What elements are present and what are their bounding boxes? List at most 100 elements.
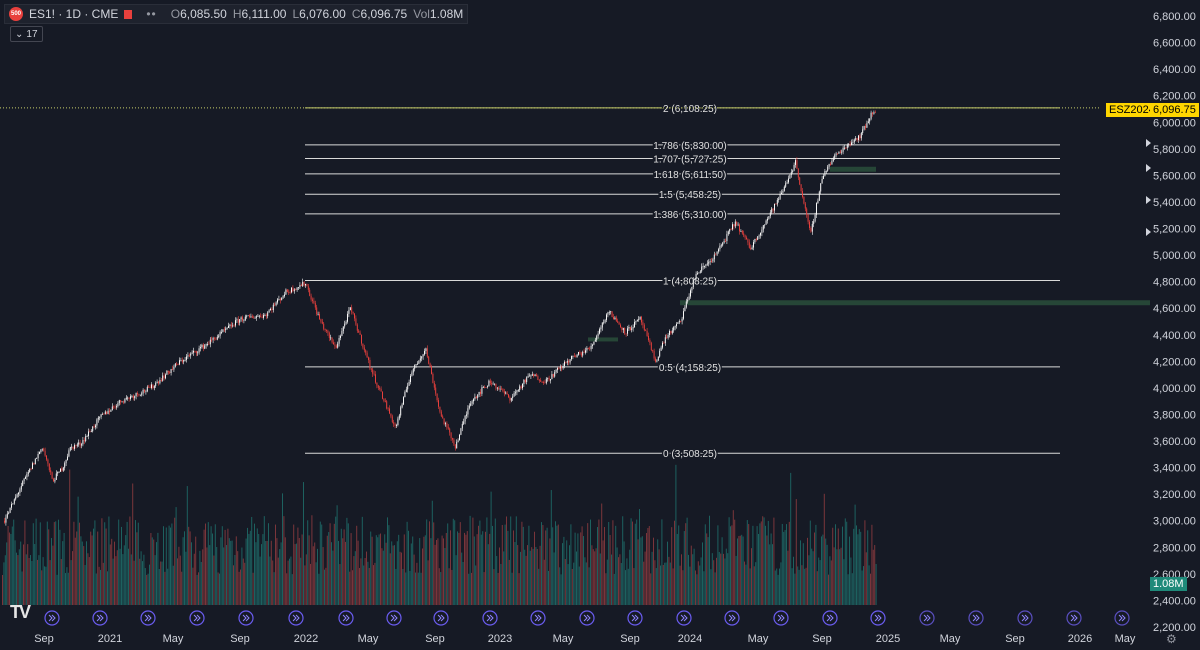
time-tick-label: 2022	[294, 633, 318, 645]
event-marker-icon[interactable]	[579, 610, 595, 626]
time-tick-label: 2023	[488, 633, 512, 645]
price-tick-label: 3,600.00	[1153, 436, 1196, 448]
event-marker-icon[interactable]	[1114, 610, 1130, 626]
event-marker-icon[interactable]	[870, 610, 886, 626]
time-tick-label: Sep	[620, 633, 640, 645]
time-tick-label: Sep	[1005, 633, 1025, 645]
volume-value: 1.08M	[429, 7, 464, 21]
symbol-legend[interactable]: 500 ES1! · 1D · CME •• O6,085.50 H6,111.…	[4, 4, 469, 24]
time-tick-label: 2025	[876, 633, 900, 645]
arrow-marker-icon	[1146, 228, 1151, 236]
fvg-zone[interactable]	[830, 166, 876, 172]
indicator-count: 17	[26, 28, 38, 40]
time-tick-label: May	[163, 633, 184, 645]
time-tick-label: Sep	[425, 633, 445, 645]
time-tick-label: May	[553, 633, 574, 645]
low-value: 6,076.00	[299, 7, 346, 21]
fib-level-label: 1.5 (5,458.25)	[659, 190, 721, 201]
close-value: 6,096.75	[360, 7, 408, 21]
time-tick-label: 2024	[678, 633, 702, 645]
price-tick-label: 5,600.00	[1153, 170, 1196, 182]
price-tick-label: 4,400.00	[1153, 330, 1196, 342]
open-value: 6,085.50	[180, 7, 227, 21]
price-tick-label: 6,600.00	[1153, 38, 1196, 50]
price-tick-label: 5,400.00	[1153, 197, 1196, 209]
price-tick-label: 6,800.00	[1153, 11, 1196, 23]
fib-level-label: 1.618 (5,611.50)	[654, 170, 727, 181]
tradingview-logo[interactable]: TV	[10, 602, 31, 622]
event-marker-icon[interactable]	[676, 610, 692, 626]
event-marker-icon[interactable]	[189, 610, 205, 626]
time-tick-label: 2021	[98, 633, 122, 645]
price-tick-label: 3,400.00	[1153, 463, 1196, 475]
symbol-badge-icon: 500	[9, 7, 23, 21]
event-marker-icon[interactable]	[44, 610, 60, 626]
volume-tag: 1.08M	[1150, 577, 1187, 591]
fib-level-label: 0 (3,508.25)	[663, 449, 717, 460]
fib-level-label: 0.5 (4,158.25)	[659, 363, 721, 374]
event-marker-icon[interactable]	[919, 610, 935, 626]
event-marker-icon[interactable]	[773, 610, 789, 626]
time-tick-label: Sep	[812, 633, 832, 645]
high-value: 6,111.00	[241, 7, 287, 21]
arrow-marker-icon	[1146, 164, 1151, 172]
arrow-marker-icon	[1146, 139, 1151, 147]
event-marker-icon[interactable]	[288, 610, 304, 626]
indicators-collapse-button[interactable]: ⌄ 17	[10, 26, 43, 42]
event-marker-icon[interactable]	[968, 610, 984, 626]
settings-icon[interactable]: ⚙	[1166, 632, 1177, 646]
fib-level-label: 1 (4,808.25)	[663, 277, 717, 288]
event-marker-icon[interactable]	[140, 610, 156, 626]
price-tick-label: 2,800.00	[1153, 542, 1196, 554]
price-tick-label: 2,400.00	[1153, 595, 1196, 607]
last-price-tag: 6,096.75	[1150, 103, 1199, 117]
fib-level-label: 1.707 (5,727.25)	[653, 154, 726, 165]
fib-level-label: 2 (6,108.25)	[663, 104, 717, 115]
price-tick-label: 4,600.00	[1153, 303, 1196, 315]
fib-level-label: 1.386 (5,310.00)	[653, 210, 726, 221]
price-tick-label: 4,000.00	[1153, 383, 1196, 395]
price-tick-label: 6,000.00	[1153, 117, 1196, 129]
ohlc-values: O6,085.50 H6,111.00 L6,076.00 C6,096.75 …	[170, 7, 464, 21]
price-tick-label: 3,800.00	[1153, 409, 1196, 421]
event-marker-icon[interactable]	[1066, 610, 1082, 626]
time-tick-label: Sep	[34, 633, 54, 645]
price-tick-label: 4,800.00	[1153, 277, 1196, 289]
event-marker-icon[interactable]	[530, 610, 546, 626]
chevron-down-icon: ⌄	[15, 28, 24, 40]
event-marker-icon[interactable]	[1017, 610, 1033, 626]
price-tick-label: 2,200.00	[1153, 622, 1196, 634]
price-tick-label: 4,200.00	[1153, 356, 1196, 368]
event-marker-icon[interactable]	[238, 610, 254, 626]
price-tick-label: 6,400.00	[1153, 64, 1196, 76]
event-marker-icon[interactable]	[822, 610, 838, 626]
symbol-title[interactable]: ES1! · 1D · CME	[29, 7, 119, 21]
fvg-zone[interactable]	[680, 300, 1150, 306]
price-tick-label: 5,200.00	[1153, 224, 1196, 236]
fvg-zone[interactable]	[588, 337, 618, 342]
event-marker-icon[interactable]	[724, 610, 740, 626]
time-tick-label: May	[358, 633, 379, 645]
event-marker-icon[interactable]	[433, 610, 449, 626]
time-tick-label: May	[1115, 633, 1136, 645]
event-marker-icon[interactable]	[338, 610, 354, 626]
time-tick-label: Sep	[230, 633, 250, 645]
event-marker-icon[interactable]	[92, 610, 108, 626]
price-tick-label: 5,800.00	[1153, 144, 1196, 156]
time-tick-label: May	[748, 633, 769, 645]
event-marker-icon[interactable]	[386, 610, 402, 626]
event-marker-icon[interactable]	[627, 610, 643, 626]
time-tick-label: 2026	[1068, 633, 1092, 645]
price-tick-label: 3,000.00	[1153, 516, 1196, 528]
event-marker-icon[interactable]	[482, 610, 498, 626]
contract-tag: ESZ2024	[1106, 103, 1158, 117]
fib-level-label: 1.786 (5,830.00)	[653, 141, 726, 152]
price-tick-label: 3,200.00	[1153, 489, 1196, 501]
time-tick-label: May	[940, 633, 961, 645]
price-tick-label: 5,000.00	[1153, 250, 1196, 262]
more-dots-icon[interactable]: ••	[146, 7, 157, 21]
price-tick-label: 6,200.00	[1153, 91, 1196, 103]
flag-icon[interactable]	[124, 9, 133, 19]
arrow-marker-icon	[1146, 196, 1151, 204]
